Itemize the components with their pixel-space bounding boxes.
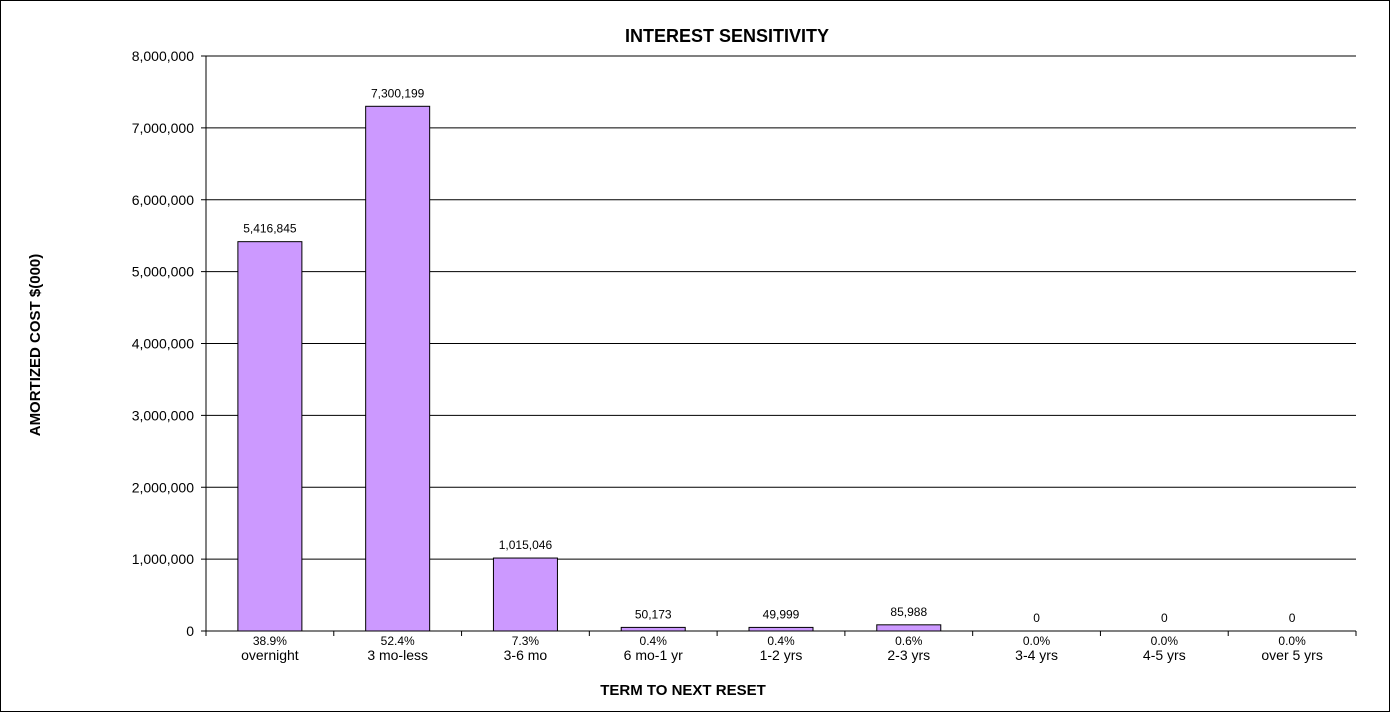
data-label: 49,999 bbox=[763, 607, 800, 621]
x-tick-label: 3 mo-less bbox=[367, 647, 428, 663]
x-tick-percent: 0.4% bbox=[767, 634, 795, 648]
x-tick-label: 4-5 yrs bbox=[1143, 647, 1186, 663]
x-tick-percent: 38.9% bbox=[253, 634, 287, 648]
y-tick-label: 4,000,000 bbox=[132, 336, 194, 352]
data-label: 0 bbox=[1289, 611, 1296, 625]
y-tick-label: 7,000,000 bbox=[132, 120, 194, 136]
y-tick-label: 0 bbox=[186, 623, 194, 639]
x-tick-label: overnight bbox=[241, 647, 299, 663]
x-tick-label: 6 mo-1 yr bbox=[624, 647, 683, 663]
x-tick-label: 3-6 mo bbox=[504, 647, 548, 663]
y-tick-label: 2,000,000 bbox=[132, 479, 194, 495]
y-tick-label: 5,000,000 bbox=[132, 264, 194, 280]
y-axis-title: AMORTIZED COST $(000) bbox=[27, 254, 44, 437]
y-tick-label: 1,000,000 bbox=[132, 551, 194, 567]
x-axis-title: TERM TO NEXT RESET bbox=[600, 682, 766, 699]
data-label: 50,173 bbox=[635, 607, 672, 621]
bars bbox=[237, 105, 942, 632]
x-tick-percent: 7.3% bbox=[512, 634, 540, 648]
data-labels: 5,416,845 7,300,199 1,015,046 50,173 49,999 8… bbox=[243, 86, 1296, 625]
y-tick-labels: 0 1,000,000 2,000,000 3,000,000 4,000,000 5,0… bbox=[132, 48, 195, 639]
data-label: 5,416,845 bbox=[243, 222, 297, 236]
data-label: 1,015,046 bbox=[499, 538, 553, 552]
x-tick-percent: 0.6% bbox=[895, 634, 923, 648]
axes bbox=[201, 55, 1357, 636]
bar bbox=[620, 626, 686, 632]
x-tick-label: over 5 yrs bbox=[1261, 647, 1322, 663]
bar bbox=[365, 105, 431, 632]
x-tick-percent: 52.4% bbox=[381, 634, 415, 648]
bar bbox=[237, 241, 303, 632]
x-tick-percent: 0.0% bbox=[1278, 634, 1306, 648]
x-tick-percent: 0.4% bbox=[640, 634, 668, 648]
x-tick-label: 1-2 yrs bbox=[760, 647, 803, 663]
x-tick-labels: 38.9%overnight 52.4%3 mo-less 7.3%3-6 mo 0.… bbox=[241, 634, 1323, 663]
bar bbox=[492, 557, 558, 632]
chart-title: INTEREST SENSITIVITY bbox=[625, 26, 829, 46]
y-tick-label: 3,000,000 bbox=[132, 407, 194, 423]
data-label: 0 bbox=[1161, 611, 1168, 625]
y-tick-label: 8,000,000 bbox=[132, 48, 194, 64]
x-tick-label: 2-3 yrs bbox=[887, 647, 930, 663]
data-label: 0 bbox=[1033, 611, 1040, 625]
x-tick-percent: 0.0% bbox=[1151, 634, 1179, 648]
x-tick-percent: 0.0% bbox=[1023, 634, 1051, 648]
bar bbox=[748, 626, 814, 632]
data-label: 85,988 bbox=[890, 605, 927, 619]
bar bbox=[876, 624, 942, 632]
data-label: 7,300,199 bbox=[371, 86, 425, 100]
x-tick-label: 3-4 yrs bbox=[1015, 647, 1058, 663]
y-tick-label: 6,000,000 bbox=[132, 192, 194, 208]
